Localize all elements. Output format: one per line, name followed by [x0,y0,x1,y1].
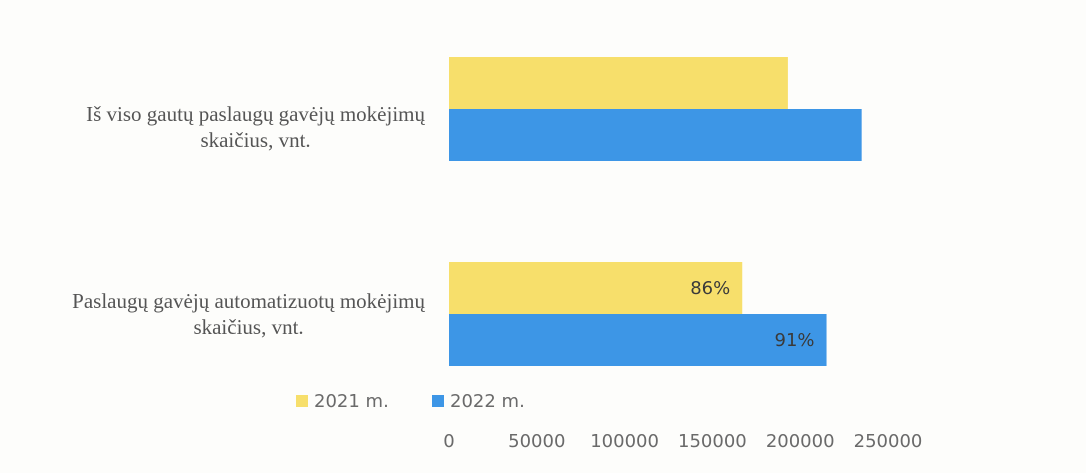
x-tick-label: 50000 [508,431,565,452]
legend-swatch [432,395,444,407]
data-label: 91% [775,330,815,351]
data-label: 86% [690,278,730,299]
category-label: Paslaugų gavėjų automatizuotų mokėjimų [72,289,425,313]
x-tick-label: 150000 [678,431,747,452]
legend-label: 2021 m. [314,391,389,412]
bar-2022 [449,109,862,161]
legend-swatch [296,395,308,407]
category-label: skaičius, vnt. [200,128,310,152]
x-tick-label: 0 [443,431,454,452]
bar-2022 [449,314,827,366]
bar-2021 [449,262,743,314]
bar-2021 [449,57,788,109]
x-tick-label: 100000 [590,431,659,452]
x-tick-label: 200000 [766,431,835,452]
category-label: skaičius, vnt. [193,315,303,339]
x-tick-label: 250000 [854,431,923,452]
category-label: Iš viso gautų paslaugų gavėjų mokėjimų [86,102,425,126]
legend-label: 2022 m. [450,391,525,412]
